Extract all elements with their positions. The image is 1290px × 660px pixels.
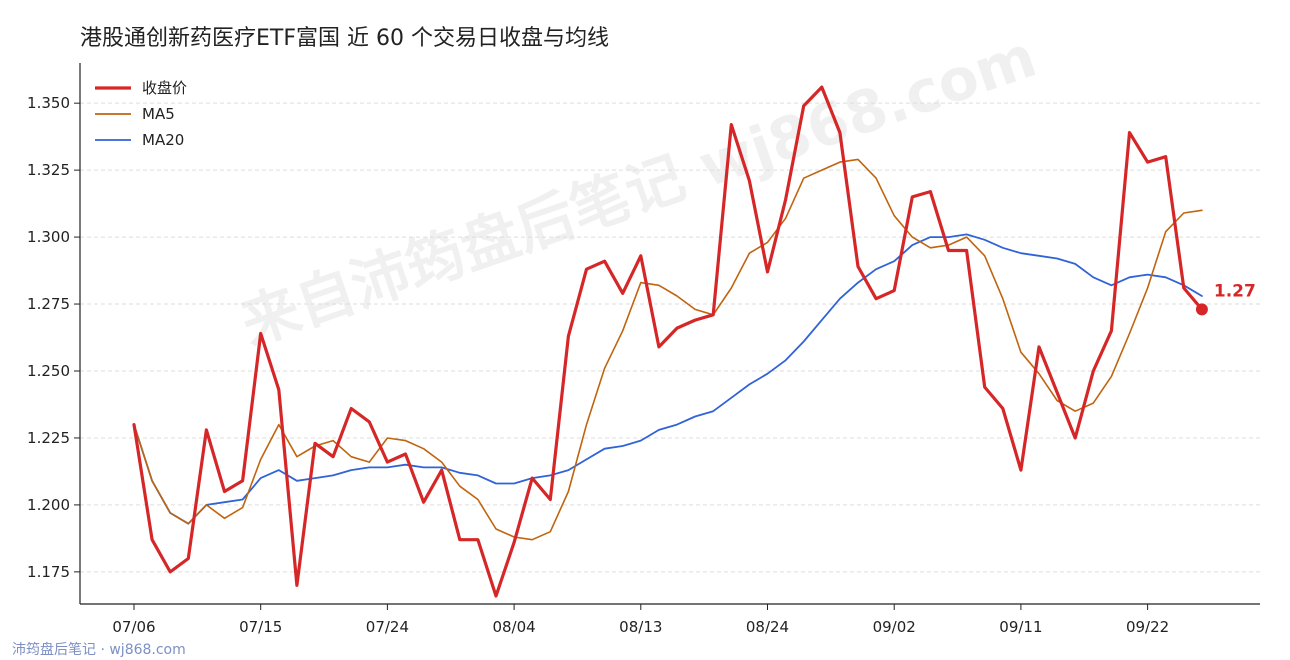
y-tick-label: 1.300 bbox=[27, 228, 70, 246]
legend: 收盘价 MA5 MA20 bbox=[95, 79, 187, 149]
chart-title: 港股通创新药医疗ETF富国 近 60 个交易日收盘与均线 bbox=[80, 26, 609, 51]
series-line-ma5 bbox=[133, 158, 1203, 541]
x-tick-label: 08/24 bbox=[746, 618, 789, 636]
series-line-close bbox=[132, 85, 1204, 598]
series-lines bbox=[132, 85, 1204, 598]
x-tick-label: 09/02 bbox=[873, 618, 916, 636]
y-tick-label: 1.350 bbox=[27, 94, 70, 112]
last-close-label: 1.27 bbox=[1214, 281, 1256, 301]
legend-label: 收盘价 bbox=[142, 79, 187, 97]
legend-label: MA5 bbox=[142, 105, 175, 123]
last-close-point bbox=[1195, 303, 1208, 316]
x-tick-label: 07/24 bbox=[366, 618, 409, 636]
grid-lines bbox=[80, 102, 1260, 573]
y-tick-label: 1.200 bbox=[27, 496, 70, 514]
watermark-text: 来自沛筠盘后笔记 wj868.com bbox=[232, 22, 1044, 358]
x-tick-label: 07/15 bbox=[239, 618, 282, 636]
x-tick-label: 07/06 bbox=[112, 618, 155, 636]
legend-label: MA20 bbox=[142, 131, 184, 149]
x-tick-label: 09/11 bbox=[999, 618, 1042, 636]
y-tick-label: 1.250 bbox=[27, 362, 70, 380]
x-tick-label: 09/22 bbox=[1126, 618, 1169, 636]
x-tick-label: 08/13 bbox=[619, 618, 662, 636]
y-tick-label: 1.175 bbox=[27, 563, 70, 581]
y-tick-label: 1.225 bbox=[27, 429, 70, 447]
y-tick-label: 1.325 bbox=[27, 161, 70, 179]
axes: 1.175 1.200 1.225 1.250 1.275 1.300 1.325 1.350… bbox=[27, 63, 1260, 636]
y-tick-label: 1.275 bbox=[27, 295, 70, 313]
footer-credit: 沛筠盘后笔记 · wj868.com bbox=[12, 642, 186, 658]
x-tick-label: 08/04 bbox=[492, 618, 535, 636]
